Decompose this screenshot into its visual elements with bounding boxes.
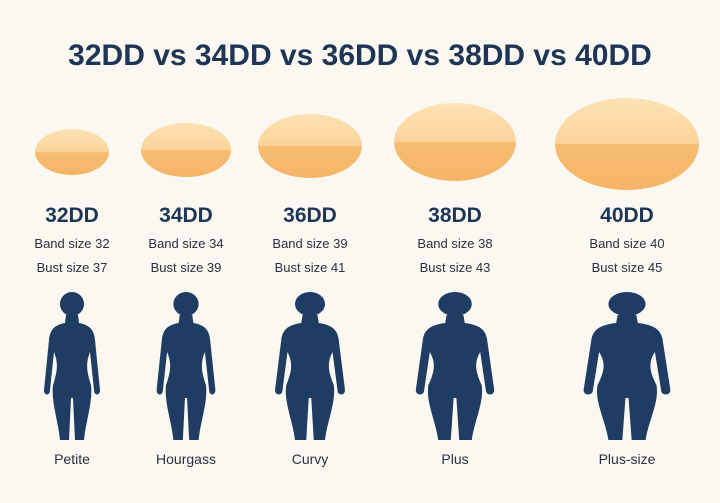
band-size: Band size 38	[417, 236, 492, 251]
size-label: 32DD	[45, 204, 99, 227]
bust-size: Bust size 37	[37, 260, 108, 275]
body-type: Hourgass	[156, 451, 216, 467]
cup-shape	[35, 129, 109, 175]
size-label: 38DD	[428, 204, 482, 227]
band-size: Band size 34	[148, 236, 223, 251]
band-size: Band size 39	[272, 236, 347, 251]
cup-shape	[394, 103, 516, 181]
body-type: Plus	[441, 451, 468, 467]
body-type: Plus-size	[599, 451, 656, 467]
cup-shape	[141, 123, 231, 177]
title: 32DD vs 34DD vs 36DD vs 38DD vs 40DD	[68, 39, 652, 72]
size-label: 40DD	[600, 204, 654, 227]
cup-shape	[258, 114, 362, 178]
bust-size: Bust size 45	[592, 260, 663, 275]
cup-shape	[555, 98, 699, 190]
body-type: Petite	[54, 451, 90, 467]
size-label: 36DD	[283, 204, 337, 227]
bust-size: Bust size 39	[151, 260, 222, 275]
band-size: Band size 40	[589, 236, 664, 251]
band-size: Band size 32	[34, 236, 109, 251]
bust-size: Bust size 43	[420, 260, 491, 275]
size-label: 34DD	[159, 204, 213, 227]
body-type: Curvy	[292, 451, 329, 467]
bust-size: Bust size 41	[275, 260, 346, 275]
